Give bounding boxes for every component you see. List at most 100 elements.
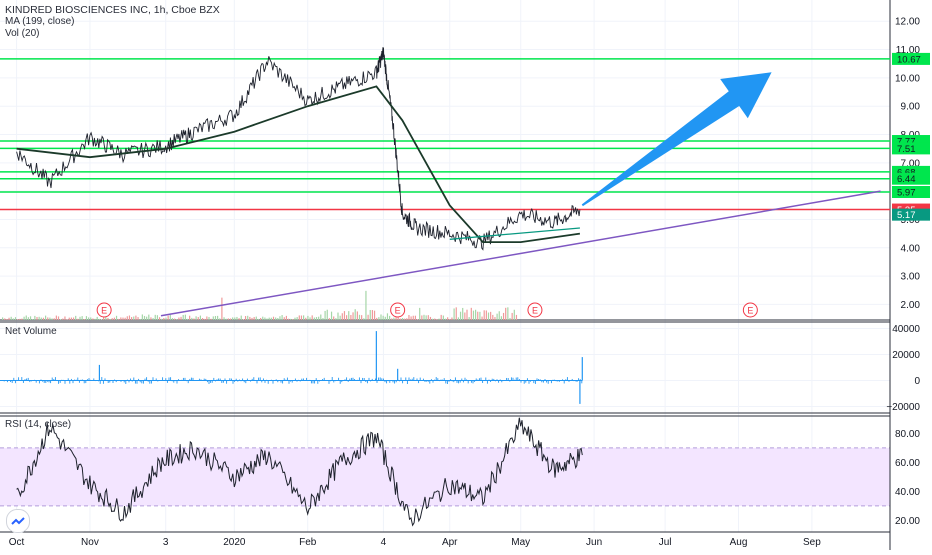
volume-bar bbox=[292, 319, 294, 320]
y-tick-label: 20000 bbox=[892, 350, 920, 361]
volume-bar bbox=[236, 316, 238, 320]
volume-bar bbox=[260, 317, 262, 320]
volume-bar bbox=[139, 318, 141, 320]
volume-bar bbox=[174, 318, 176, 320]
earnings-label: E bbox=[532, 306, 538, 316]
volume-bar bbox=[436, 319, 438, 320]
volume-bar bbox=[279, 316, 281, 320]
volume-bar bbox=[447, 317, 449, 320]
volume-bar bbox=[204, 318, 206, 320]
price-label-text: 7.51 bbox=[897, 144, 916, 155]
volume-bar bbox=[406, 318, 408, 320]
volume-bar bbox=[152, 318, 154, 320]
volume-bar bbox=[376, 317, 378, 320]
earnings-marker bbox=[96, 302, 112, 318]
volume-bar bbox=[311, 315, 313, 320]
volume-bar bbox=[77, 318, 79, 320]
volume-bar bbox=[178, 317, 180, 320]
volume-bar bbox=[421, 315, 423, 320]
y-tick-label: 7.00 bbox=[901, 158, 921, 169]
volume-bar bbox=[378, 317, 380, 320]
volume-bar bbox=[257, 318, 260, 320]
x-tick-label: Oct bbox=[9, 537, 25, 548]
x-tick-label: Aug bbox=[730, 537, 748, 548]
volume-bar bbox=[242, 319, 244, 320]
volume-bar bbox=[513, 309, 515, 320]
volume-bar bbox=[169, 314, 171, 320]
volume-bar bbox=[515, 314, 518, 320]
volume-bar bbox=[348, 311, 350, 320]
volume-bar bbox=[199, 315, 201, 320]
volume-bar bbox=[275, 317, 277, 320]
volume-bar bbox=[109, 319, 111, 320]
volume-bar bbox=[492, 314, 494, 320]
volume-bar bbox=[404, 318, 406, 320]
volume-bar bbox=[195, 316, 197, 320]
volume-bar bbox=[466, 309, 468, 320]
short-ma-line bbox=[449, 227, 580, 240]
volume-bar bbox=[81, 316, 83, 320]
volume-bar bbox=[212, 316, 214, 320]
volume-bar bbox=[25, 315, 27, 320]
volume-bar bbox=[485, 310, 487, 320]
volume-bar bbox=[470, 307, 472, 320]
volume-bar bbox=[208, 316, 210, 320]
y-tick-label: 4.00 bbox=[901, 243, 921, 254]
volume-bar bbox=[120, 317, 122, 320]
main-chart-title: KINDRED BIOSCIENCES INC, 1h, Cboe BZX bbox=[5, 4, 220, 16]
volume-bar bbox=[176, 319, 178, 320]
volume-bar bbox=[184, 314, 186, 320]
volume-bar bbox=[14, 317, 17, 320]
volume-bar bbox=[122, 317, 124, 320]
volume-bar bbox=[283, 317, 285, 320]
volume-bar bbox=[352, 312, 354, 320]
volume-bar bbox=[341, 313, 343, 320]
volume-bar bbox=[75, 315, 77, 320]
volume-bar bbox=[393, 317, 395, 320]
volume-bar bbox=[356, 311, 358, 320]
volume-bar bbox=[453, 308, 455, 320]
volume-bar bbox=[180, 316, 182, 320]
volume-bar bbox=[70, 317, 72, 320]
volume-bar bbox=[47, 317, 49, 320]
volume-bar bbox=[408, 315, 410, 320]
volume-bar bbox=[509, 317, 511, 320]
volume-bar bbox=[382, 315, 384, 320]
volume-bar bbox=[23, 316, 25, 320]
volume-bar bbox=[369, 309, 371, 320]
volume-bar bbox=[154, 314, 156, 320]
volume-bar bbox=[21, 318, 23, 320]
y-tick-label: 3.00 bbox=[901, 272, 921, 283]
volume-bar bbox=[182, 314, 184, 320]
ma-line bbox=[16, 85, 581, 243]
volume-bar bbox=[483, 310, 485, 320]
volume-bar bbox=[339, 315, 341, 320]
volume-bar bbox=[36, 316, 38, 320]
volume-bar bbox=[386, 313, 389, 320]
x-tick-label: 2020 bbox=[223, 537, 246, 548]
volume-bar bbox=[88, 317, 90, 320]
volume-bar bbox=[10, 316, 12, 320]
volume-bar bbox=[137, 317, 139, 320]
volume-bar bbox=[135, 315, 137, 320]
price-label-box bbox=[892, 52, 930, 65]
volume-bar bbox=[475, 309, 477, 320]
volume-bar bbox=[12, 318, 14, 320]
volume-bar bbox=[444, 318, 447, 320]
volume-bar bbox=[53, 318, 55, 320]
volume-bar bbox=[479, 311, 481, 320]
volume-bar bbox=[98, 318, 100, 320]
volume-bar bbox=[468, 317, 470, 320]
volume-bar bbox=[268, 317, 270, 320]
volume-bar bbox=[429, 316, 432, 320]
volume-bar bbox=[401, 318, 404, 320]
volume-bar bbox=[161, 318, 163, 320]
volume-bar bbox=[219, 318, 221, 320]
volume-bar bbox=[414, 315, 416, 320]
volume-bar bbox=[244, 316, 247, 320]
volume-bar bbox=[298, 315, 300, 320]
volume-bar bbox=[34, 315, 36, 320]
tradingview-logo[interactable] bbox=[6, 509, 30, 533]
